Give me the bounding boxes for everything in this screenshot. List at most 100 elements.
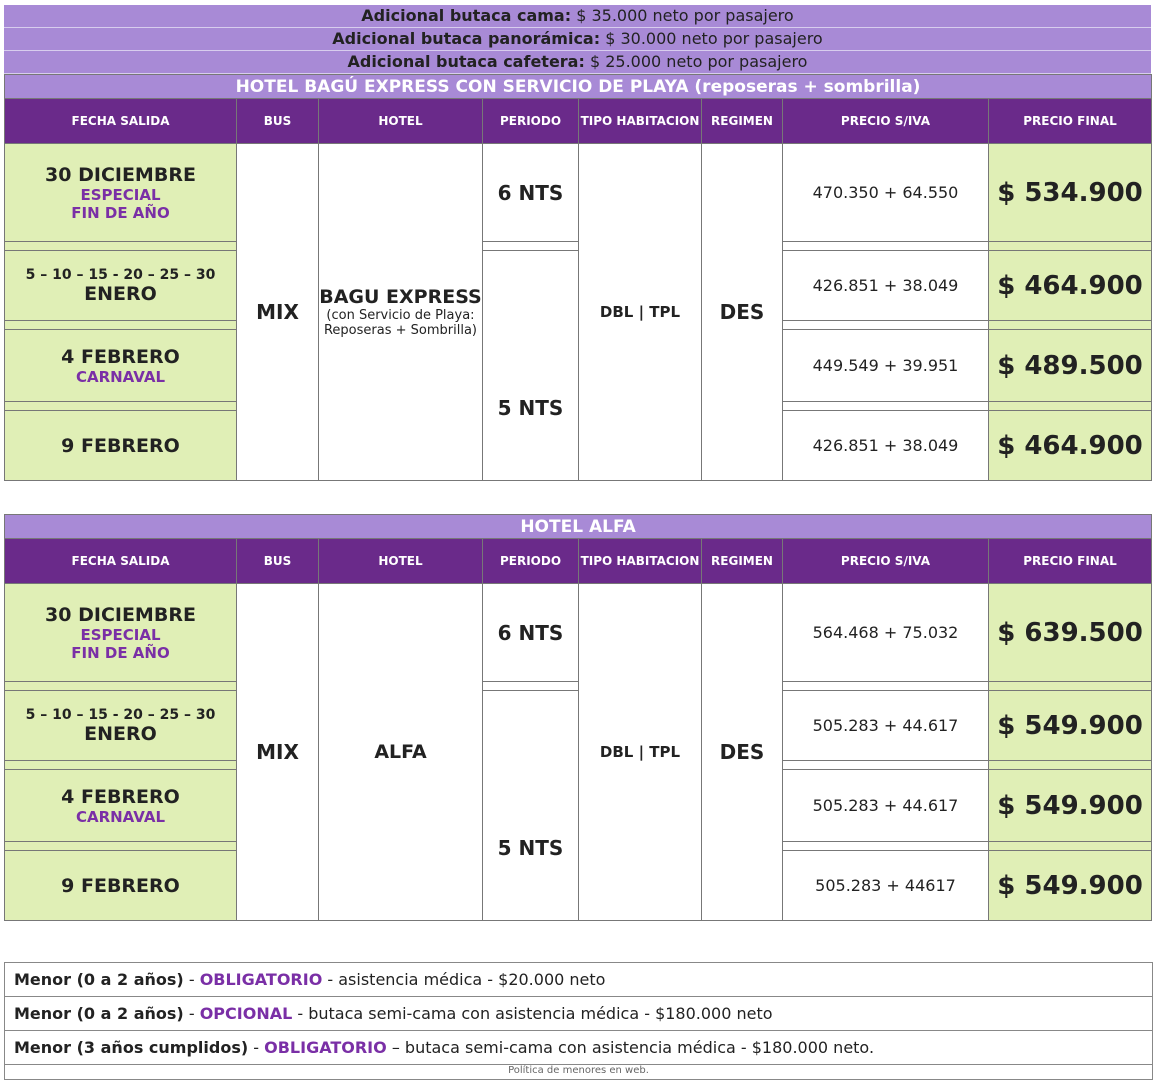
note-sep: - [253,1038,260,1057]
departure: 4 FEBRERO CARNAVAL [4,329,237,402]
data-row: 30 DICIEMBRE ESPECIAL FIN DE AÑO MIX ALFA 6 N… [4,583,1153,921]
hotel: ALFA [318,583,483,921]
bus: MIX [236,143,319,481]
final-price: $ 489.500 [988,329,1152,402]
extra-label: Adicional butaca panorámica: [332,29,601,48]
net-price: 426.851 + 38.049 [782,250,989,321]
note: Menor (0 a 2 años) - OBLIGATORIO - asist… [5,963,1152,997]
gap [988,401,1152,411]
final-price: $ 464.900 [988,410,1152,481]
column-header: HOTEL [318,538,483,584]
gap [987,760,1153,770]
data-row: 5 – 10 – 15 - 20 – 25 – 30 ENERO 5 NTS 426.… [4,250,1152,481]
gap [4,320,237,330]
departure: 30 DICIEMBRE ESPECIAL FIN DE AÑO [4,143,237,242]
column-header: PRECIO S/IVA [782,98,989,144]
gap [988,320,1152,330]
column-header: PERIODO [482,538,579,584]
departure-date: 30 DICIEMBRE [45,603,196,626]
price-table: HOTEL ALFA FECHA SALIDA BUS HOTEL PERIODO TIP… [3,514,1153,921]
data-row: 5 – 10 – 15 - 20 – 25 – 30 ENERO 5 NTS 505.… [4,690,1153,921]
gap [782,241,989,251]
header-row: FECHA SALIDA BUS HOTEL PERIODO TIPO HABITACI… [4,538,1153,584]
period: 6 NTS [482,583,579,682]
net-price: 426.851 + 38.049 [782,410,989,481]
net-price: 505.283 + 44.617 [782,769,989,842]
hotel-note: (con Servicio de Playa: Reposeras + Somb… [323,308,477,338]
hotel-name: BAGU EXPRESS [319,286,482,308]
final-price: $ 534.900 [988,143,1152,242]
extra-text: $ 35.000 neto por pasajero [576,6,794,25]
net-price: 505.283 + 44.617 [782,690,989,761]
column-header: PRECIO S/IVA [782,538,989,584]
departure: 5 – 10 – 15 - 20 – 25 – 30 ENERO [4,690,237,761]
column-header: FECHA SALIDA [4,538,237,584]
gap [482,241,579,251]
row-gap [4,681,1153,691]
departure-date: 4 FEBRERO [61,345,180,368]
price-table: HOTEL BAGÚ EXPRESS CON SERVICIO DE PLAYA… [4,74,1152,481]
departure-note: ESPECIAL [80,625,161,644]
footnote: Política de menores en web. [508,1065,649,1076]
table-title: HOTEL BAGÚ EXPRESS CON SERVICIO DE PLAYA… [4,74,1152,99]
table-title: HOTEL ALFA [3,514,1153,539]
note-who: Menor (3 años cumplidos) [14,1038,249,1057]
gap [987,681,1153,691]
departure-note: FIN DE AÑO [71,643,170,662]
note-status: OBLIGATORIO [264,1038,387,1057]
gap [987,841,1153,851]
net-price: 564.468 + 75.032 [782,583,989,682]
column-header: TIPO HABITACION [578,538,702,584]
departure-date: 4 FEBRERO [61,785,180,808]
net-price: 470.350 + 64.550 [782,143,989,242]
hotel-name: ALFA [374,741,427,763]
net-price: 505.283 + 44617 [782,850,989,921]
note-detail: - butaca semi-cama con asistencia médica… [297,1004,773,1023]
hotel: BAGU EXPRESS (con Servicio de Playa: Repo… [318,143,483,481]
departure-note: CARNAVAL [75,367,166,386]
column-header: PRECIO FINAL [987,538,1153,584]
departure-days: 5 – 10 – 15 - 20 – 25 – 30 [25,706,216,723]
final-price: $ 464.900 [988,250,1152,321]
room-type: DBL | TPL [578,143,702,481]
column-header: PRECIO FINAL [988,98,1152,144]
gap [4,841,237,851]
extra-text: $ 30.000 neto por pasajero [605,29,823,48]
note: Menor (0 a 2 años) - OPCIONAL - butaca s… [5,997,1152,1031]
data-row: 4 FEBRERO CARNAVAL 505.283 + 44.617 $ 549.9… [4,769,1153,842]
gap [4,681,237,691]
final-price: $ 549.900 [987,850,1153,921]
data-row: 9 FEBRERO 505.283 + 44617 $ 549.900 [4,850,1153,921]
gap [4,401,237,411]
bus: MIX [236,583,319,921]
departure-date: ENERO [84,282,157,305]
gap [782,681,989,691]
departure: 5 – 10 – 15 - 20 – 25 – 30 ENERO [4,250,237,321]
final-price: $ 549.900 [987,769,1153,842]
note-status: OPCIONAL [199,1004,293,1023]
column-header: REGIMEN [701,538,783,584]
note: Menor (3 años cumplidos) - OBLIGATORIO –… [5,1031,1152,1065]
room-type: DBL | TPL [578,583,702,921]
column-header: FECHA SALIDA [4,98,237,144]
regime: DES [701,583,783,921]
extra-row: Adicional butaca cafetera: $ 25.000 neto… [4,51,1151,74]
row-gap [4,241,1152,251]
note-detail: - asistencia médica - $20.000 neto [327,970,606,989]
departure-date: 9 FEBRERO [61,434,180,457]
extra-row: Adicional butaca panorámica: $ 30.000 ne… [4,28,1151,51]
title-row: HOTEL BAGÚ EXPRESS CON SERVICIO DE PLAYA… [4,74,1152,99]
regime: DES [701,143,783,481]
gap [782,320,989,330]
gap [782,760,989,770]
note-sep: - [188,970,195,989]
data-row: 30 DICIEMBRE ESPECIAL FIN DE AÑO MIX BAGU EX… [4,143,1152,481]
gap [4,760,237,770]
column-header: HOTEL [318,98,483,144]
column-header: REGIMEN [701,98,783,144]
data-row: 9 FEBRERO 426.851 + 38.049 $ 464.900 [4,410,1152,481]
column-header: PERIODO [482,98,579,144]
departure-note: FIN DE AÑO [71,203,170,222]
departure-note: ESPECIAL [80,185,161,204]
final-price: $ 639.500 [987,583,1153,682]
